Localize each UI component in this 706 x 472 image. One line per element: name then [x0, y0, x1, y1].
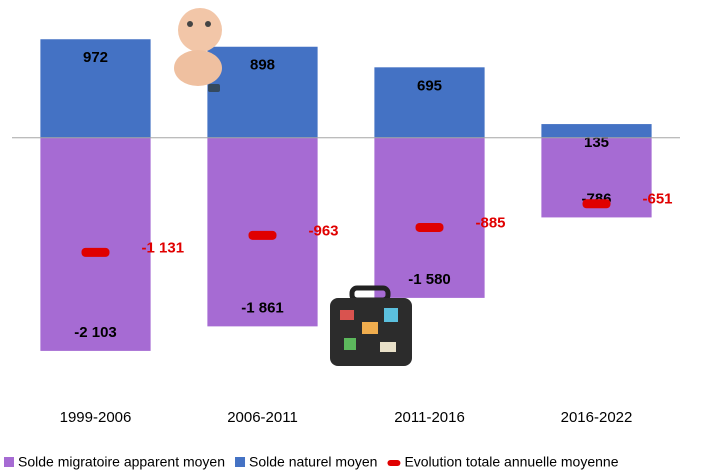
plot: 1999-2006 2006-2011 2011-2016 2016-2022 -2 1…	[4, 39, 680, 469]
total-marker	[249, 231, 277, 240]
value-label: -885	[476, 214, 506, 231]
value-label: -1 580	[408, 271, 451, 288]
x-tick-label: 2006-2011	[227, 409, 298, 426]
value-label: 972	[83, 49, 108, 66]
value-label: -963	[309, 222, 339, 239]
value-label: 135	[584, 134, 609, 151]
legend-label: Solde migratoire apparent moyen	[18, 454, 225, 470]
legend-swatch	[235, 457, 245, 467]
legend-swatch	[387, 460, 400, 466]
legend-label: Evolution totale annuelle moyenne	[404, 454, 618, 470]
total-marker	[82, 248, 110, 257]
legend-label: Solde naturel moyen	[249, 454, 377, 470]
value-label: -2 103	[74, 324, 117, 341]
total-marker	[583, 199, 611, 208]
value-label: -1 131	[142, 239, 185, 256]
page: 1999-2006 2006-2011 2011-2016 2016-2022 -2 1…	[0, 0, 706, 472]
value-label: -1 861	[241, 299, 284, 316]
x-tick-label: 2016-2022	[561, 409, 633, 426]
bar	[40, 138, 150, 351]
chart: 1999-2006 2006-2011 2011-2016 2016-2022 -2 1…	[0, 0, 706, 472]
legend-swatch	[4, 457, 14, 467]
value-label: -651	[643, 191, 673, 208]
total-marker	[416, 223, 444, 232]
legend: Solde migratoire apparent moyen Solde nat…	[4, 454, 619, 470]
suitcase-illustration	[330, 288, 412, 366]
value-label: 695	[417, 77, 442, 94]
x-tick-label: 1999-2006	[60, 409, 132, 426]
x-tick-label: 2011-2016	[394, 409, 465, 426]
value-label: 898	[250, 57, 275, 74]
